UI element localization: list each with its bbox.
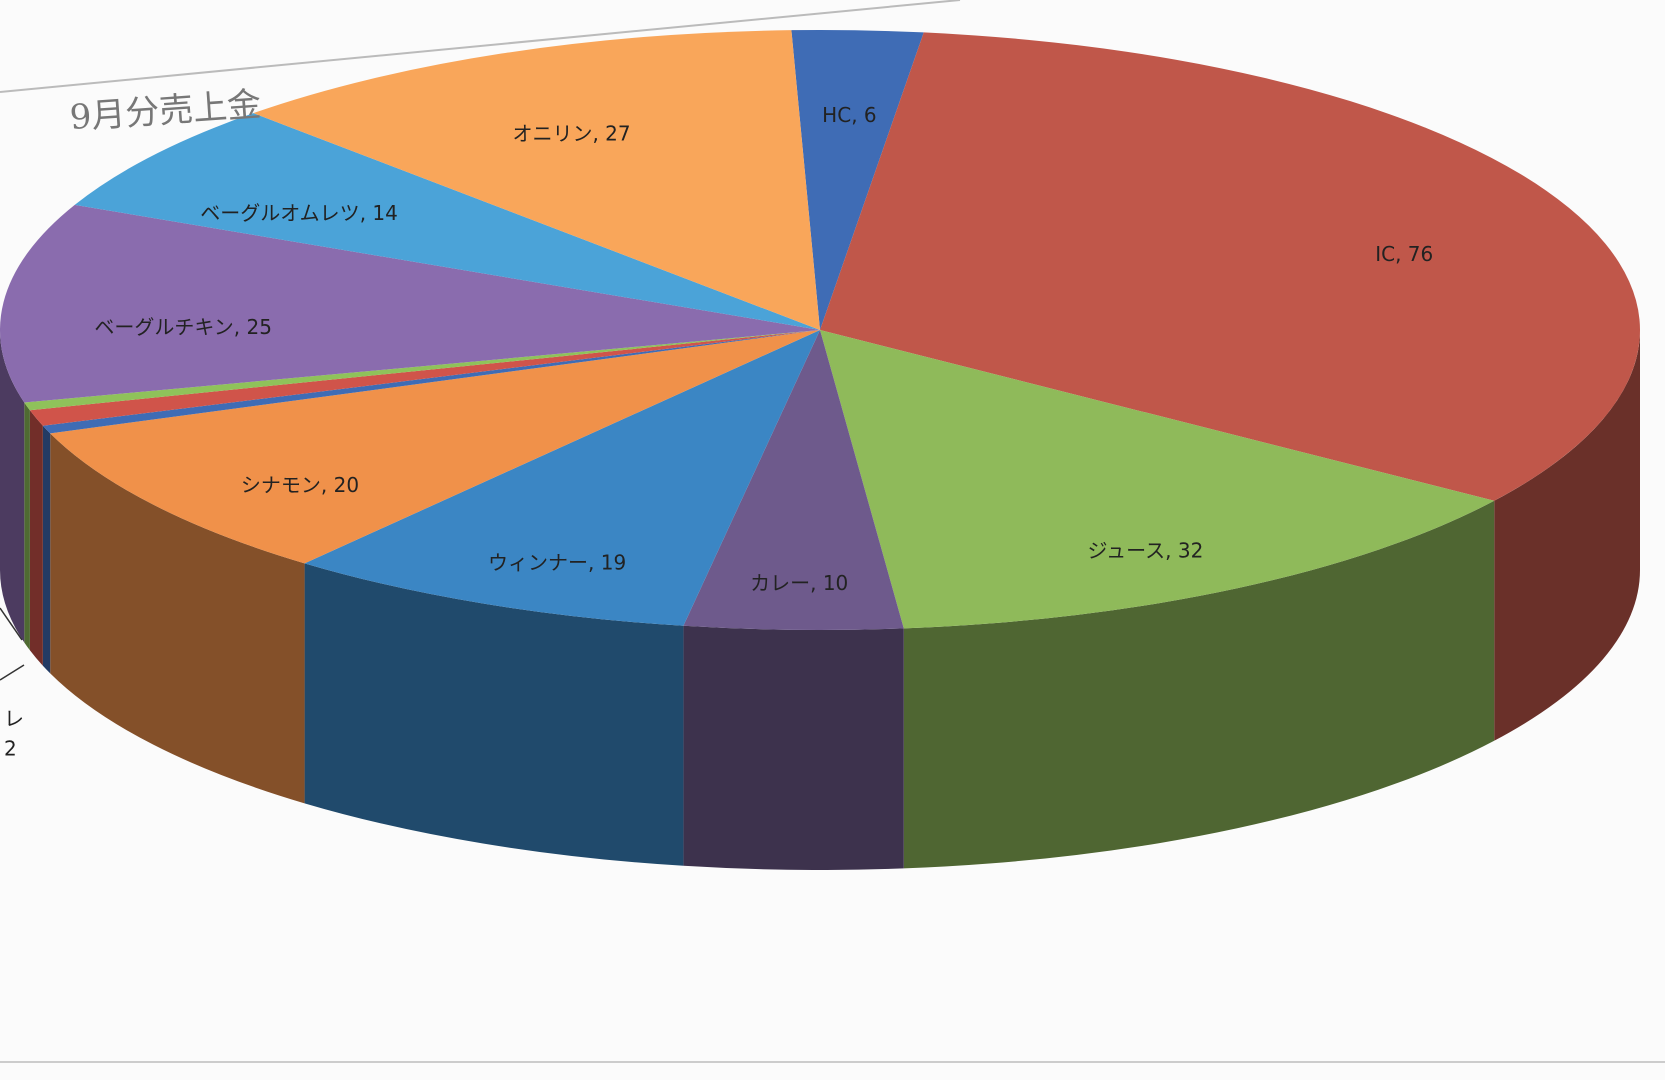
slice-side — [42, 425, 51, 674]
label-category: ジュース — [1088, 538, 1166, 562]
slice — [820, 330, 1495, 629]
label-separator: , — [360, 201, 373, 225]
data-label: IC, 76 — [1375, 241, 1433, 265]
label-value: 25 — [247, 315, 272, 339]
slice-side — [1494, 330, 1640, 741]
pie: HC, 6 IC, 76 ジュース, 32 カレー, 10 ウィンナー, 19 シナモン,… — [0, 30, 1640, 870]
cropped-label: 2 — [4, 737, 17, 761]
label-separator: , — [321, 473, 334, 497]
slice-side — [683, 625, 904, 870]
label-value: 19 — [601, 550, 626, 574]
label-value: 14 — [372, 201, 397, 225]
label-value: 32 — [1178, 538, 1203, 562]
label-separator: , — [588, 550, 601, 574]
slice — [304, 330, 820, 626]
leader-line — [0, 664, 25, 681]
slice — [820, 32, 1640, 501]
slice — [253, 30, 821, 331]
data-label: ウィンナー, 19 — [488, 550, 626, 574]
cropped-label: レ — [4, 707, 24, 731]
slice-side — [29, 410, 43, 666]
data-label: オニリン, 27 — [512, 121, 630, 145]
data-label: シナモン, 20 — [241, 473, 359, 497]
label-category: オニリン — [512, 121, 592, 145]
slice — [42, 330, 820, 434]
slice — [50, 330, 821, 564]
slice — [0, 204, 820, 403]
label-category: HC — [822, 103, 851, 127]
slice — [24, 330, 820, 411]
label-category: カレー — [750, 570, 810, 594]
label-category: ウィンナー — [488, 550, 588, 574]
slice — [791, 30, 924, 331]
label-value: 27 — [605, 121, 630, 145]
slice-side — [0, 330, 25, 643]
slice-side — [24, 402, 30, 651]
slice — [74, 113, 820, 331]
leader-line — [0, 607, 23, 641]
label-category: IC — [1375, 241, 1395, 265]
data-label: ベーグルオムレツ, 14 — [200, 201, 398, 225]
label-separator: , — [1165, 538, 1178, 562]
slice — [29, 330, 821, 426]
label-separator: , — [234, 315, 247, 339]
data-label: HC, 6 — [822, 103, 876, 127]
label-category: ベーグルオムレツ — [200, 201, 359, 225]
slice-side — [304, 563, 684, 866]
label-separator: , — [810, 570, 823, 594]
label-value: 10 — [823, 570, 848, 594]
data-label: カレー, 10 — [750, 570, 848, 594]
label-separator: , — [1395, 241, 1408, 265]
label-value: 20 — [334, 473, 359, 497]
data-label: ジュース, 32 — [1088, 538, 1204, 562]
paper-edge — [0, 0, 961, 93]
slice — [683, 330, 904, 630]
slice-side — [50, 433, 305, 804]
label-category: ベーグルチキン — [94, 315, 233, 339]
label-value: 6 — [864, 103, 877, 127]
slice-side — [903, 500, 1495, 869]
label-separator: , — [592, 121, 605, 145]
data-label: ベーグルチキン, 25 — [94, 315, 272, 339]
label-value: 76 — [1408, 241, 1433, 265]
label-category: シナモン — [241, 473, 321, 497]
label-separator: , — [851, 103, 864, 127]
